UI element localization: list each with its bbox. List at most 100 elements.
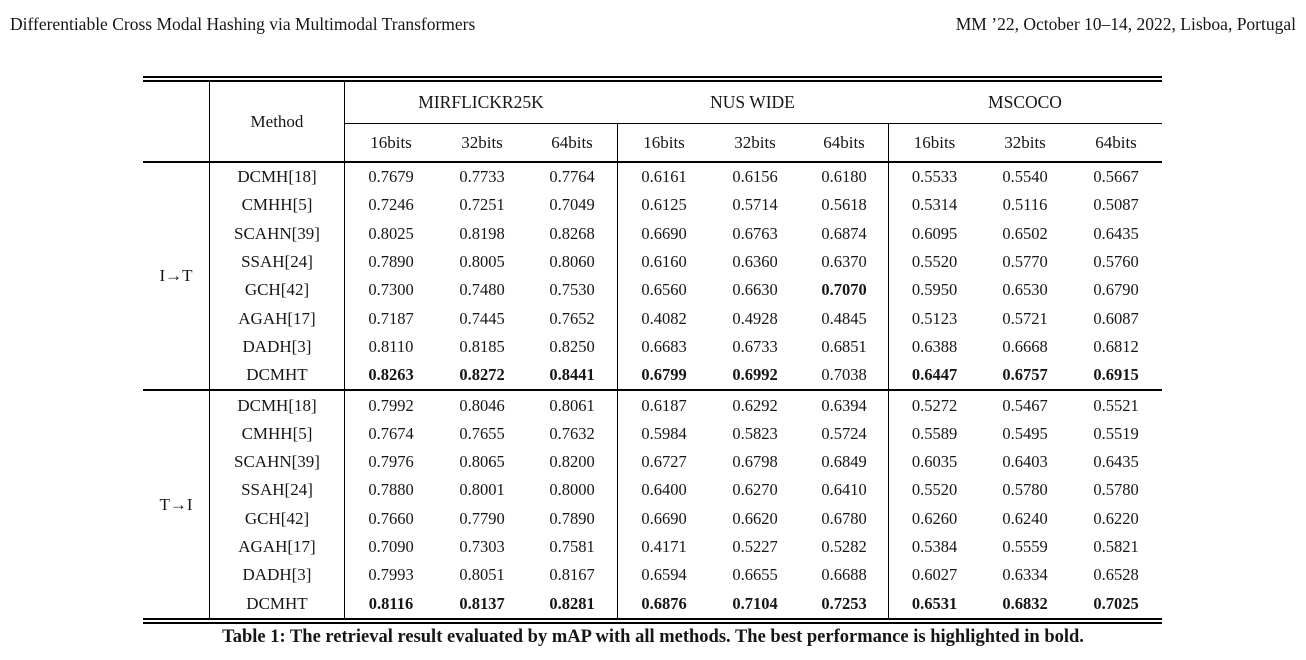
- method-cell: DCMHT: [210, 361, 345, 390]
- table-bottom-rule: [143, 617, 1162, 624]
- value-cell: 0.7652: [549, 308, 595, 328]
- value-cell: 0.5495: [1002, 423, 1048, 443]
- value-cell: 0.6780: [821, 508, 867, 528]
- value-cell: 0.6876: [617, 589, 710, 618]
- bits-header: 32bits: [1004, 132, 1046, 152]
- value-cell: 0.4928: [732, 308, 778, 328]
- value-cell: 0.6156: [732, 167, 778, 187]
- value-cell: 0.8250: [549, 336, 595, 356]
- value-cell: 0.7253: [821, 593, 867, 613]
- value-cell: 0.7300: [368, 280, 414, 300]
- running-header: Differentiable Cross Modal Hashing via M…: [10, 14, 1296, 35]
- value-cell: 0.5618: [821, 195, 867, 215]
- group-label: T→I: [143, 391, 210, 618]
- value-cell: 0.6790: [1093, 280, 1139, 300]
- value-cell: 0.6435: [1093, 223, 1139, 243]
- value-cell: 0.6530: [1002, 280, 1048, 300]
- dataset-header: MIRFLICKR25K: [345, 82, 617, 124]
- value-cell: 0.5123: [888, 304, 980, 333]
- value-cell: 0.7679: [368, 167, 414, 187]
- value-cell: 0.6688: [821, 565, 867, 585]
- value-cell: 0.5520: [888, 476, 980, 505]
- value-cell: 0.5520: [888, 247, 980, 277]
- value-cell: 0.5950: [888, 276, 980, 305]
- value-cell: 0.7070: [821, 280, 867, 300]
- value-cell: 0.5821: [1093, 537, 1139, 556]
- value-cell: 0.7733: [459, 167, 505, 187]
- value-cell: 0.8268: [549, 223, 595, 243]
- value-cell: 0.6849: [821, 452, 867, 472]
- value-cell: 0.6220: [1093, 508, 1139, 528]
- value-cell: 0.6630: [732, 280, 778, 300]
- method-column-header: Method: [210, 82, 345, 161]
- value-cell: 0.6360: [732, 252, 778, 272]
- value-cell: 0.5467: [1002, 395, 1048, 415]
- method-cell: SCAHN[39]: [210, 447, 345, 477]
- value-cell: 0.6799: [617, 361, 710, 390]
- table-group: I→T DCMH[18] 0.7679 0.7733 0.7764 0.6161 0.615…: [143, 163, 1162, 390]
- bits-header: 32bits: [461, 132, 503, 152]
- value-cell: 0.5984: [617, 419, 710, 448]
- value-cell: 0.6394: [821, 395, 867, 415]
- bits-header: 16bits: [888, 124, 980, 161]
- value-cell: 0.6655: [732, 565, 778, 585]
- value-cell: 0.5780: [1002, 480, 1048, 500]
- value-cell: 0.4845: [821, 308, 867, 328]
- method-cell: SCAHN[39]: [210, 219, 345, 248]
- conference-info: MM ’22, October 10–14, 2022, Lisboa, Por…: [955, 14, 1296, 34]
- value-cell: 0.8272: [459, 365, 505, 385]
- value-cell: 0.6161: [617, 163, 710, 192]
- table-caption: Table 1: The retrieval result evaluated …: [222, 627, 1084, 647]
- value-cell: 0.7993: [368, 565, 414, 585]
- value-cell: 0.6812: [1093, 336, 1139, 356]
- value-cell: 0.7764: [549, 167, 595, 187]
- value-cell: 0.6992: [732, 365, 778, 385]
- value-cell: 0.8116: [368, 593, 414, 613]
- value-cell: 0.6187: [617, 391, 710, 420]
- value-cell: 0.7581: [549, 537, 595, 556]
- value-cell: 0.5521: [1093, 395, 1139, 415]
- bits-header: 16bits: [370, 132, 412, 152]
- value-cell: 0.7251: [459, 195, 505, 215]
- value-cell: 0.6400: [617, 476, 710, 505]
- value-cell: 0.5721: [1002, 308, 1048, 328]
- value-cell: 0.5533: [888, 163, 980, 192]
- value-cell: 0.6683: [617, 332, 710, 362]
- value-cell: 0.8200: [549, 452, 595, 472]
- value-cell: 0.5227: [732, 537, 778, 556]
- value-cell: 0.6690: [617, 504, 710, 533]
- method-cell: DADH[3]: [210, 332, 345, 362]
- value-cell: 0.8046: [459, 395, 505, 415]
- value-cell: 0.4082: [617, 304, 710, 333]
- value-cell: 0.6125: [617, 191, 710, 220]
- value-cell: 0.6447: [888, 361, 980, 390]
- method-cell: DADH[3]: [210, 561, 345, 590]
- value-cell: 0.7655: [459, 423, 505, 443]
- table-group: T→I DCMH[18] 0.7992 0.8046 0.8061 0.6187 0.629…: [143, 391, 1162, 618]
- bits-header: 64bits: [1095, 132, 1137, 152]
- value-cell: 0.5589: [888, 419, 980, 448]
- header-body-rule: [143, 161, 1162, 163]
- value-cell: 0.8000: [549, 480, 595, 500]
- value-cell: 0.6370: [821, 252, 867, 272]
- value-cell: 0.5667: [1093, 167, 1139, 187]
- value-cell: 0.7246: [368, 195, 414, 215]
- value-cell: 0.6528: [1093, 565, 1139, 585]
- value-cell: 0.6798: [732, 452, 778, 472]
- value-cell: 0.7445: [459, 308, 505, 328]
- value-cell: 0.6035: [888, 447, 980, 477]
- value-cell: 0.8060: [549, 252, 595, 272]
- value-cell: 0.7880: [368, 480, 414, 500]
- value-cell: 0.7038: [821, 365, 867, 385]
- value-cell: 0.7104: [732, 593, 778, 613]
- value-cell: 0.7992: [368, 395, 414, 415]
- group-divider-rule: [143, 389, 1162, 392]
- method-cell: DCMH[18]: [210, 163, 345, 192]
- value-cell: 0.6757: [1002, 365, 1048, 385]
- paper-title: Differentiable Cross Modal Hashing via M…: [10, 14, 476, 34]
- method-cell: CMHH[5]: [210, 191, 345, 220]
- value-cell: 0.7187: [368, 308, 414, 328]
- value-cell: 0.6531: [888, 589, 980, 618]
- value-cell: 0.7890: [549, 508, 595, 528]
